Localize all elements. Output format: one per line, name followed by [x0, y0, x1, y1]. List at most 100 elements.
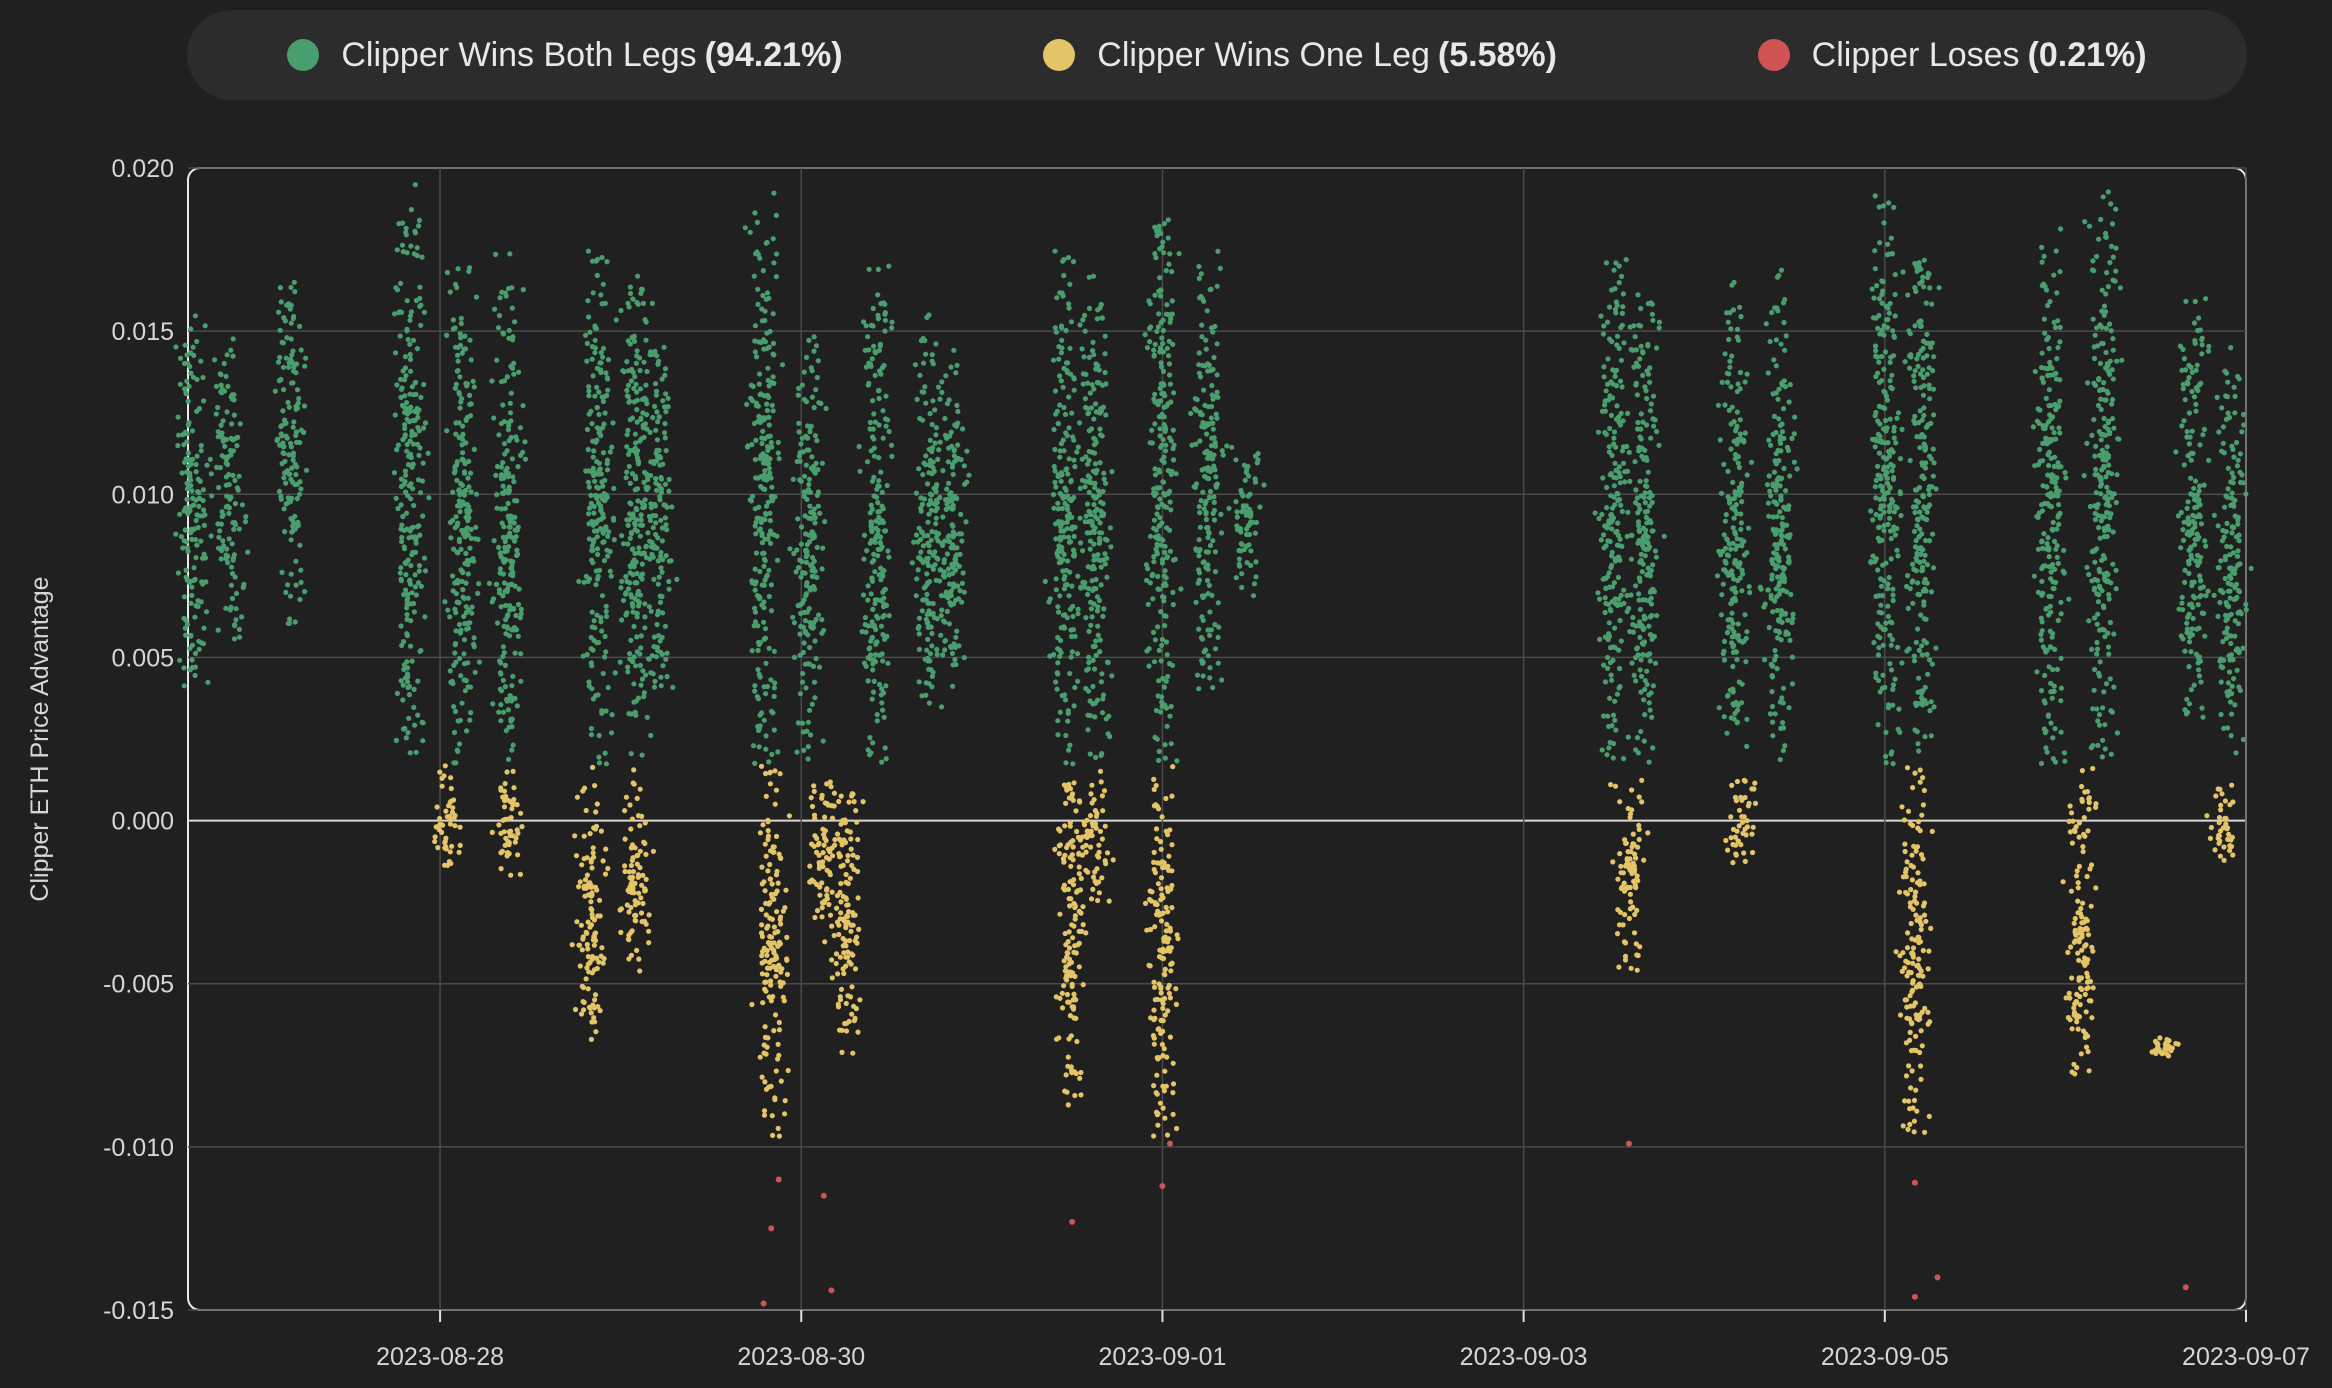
data-point — [1064, 433, 1070, 439]
data-point — [293, 439, 300, 445]
data-point — [297, 596, 303, 603]
data-point — [1876, 359, 1882, 365]
data-point — [1609, 452, 1615, 459]
data-point — [1893, 440, 1899, 446]
data-point — [1204, 431, 1210, 437]
data-point — [1156, 311, 1162, 317]
data-point — [1065, 708, 1071, 714]
data-point — [458, 320, 464, 327]
data-point — [932, 407, 938, 413]
data-point — [656, 633, 662, 639]
data-point — [198, 448, 204, 454]
data-point — [1913, 555, 1919, 561]
data-point — [1069, 649, 1075, 655]
data-point — [638, 286, 645, 292]
data-point — [284, 335, 290, 341]
data-point — [1168, 741, 1174, 747]
data-point — [1912, 368, 1918, 374]
data-point — [878, 301, 884, 307]
data-point — [585, 298, 591, 304]
data-point — [950, 461, 956, 467]
data-point — [761, 455, 767, 461]
data-point — [456, 621, 463, 628]
data-point — [766, 456, 772, 462]
data-point — [1628, 556, 1634, 562]
data-point — [1050, 357, 1057, 363]
data-point — [1650, 745, 1656, 751]
data-point — [1158, 398, 1164, 404]
data-point — [1883, 753, 1889, 759]
data-point — [871, 678, 877, 685]
data-point — [1649, 499, 1655, 506]
data-point — [632, 709, 638, 715]
data-point — [801, 597, 807, 603]
data-point — [644, 368, 650, 375]
data-point — [1063, 760, 1069, 766]
data-point — [497, 686, 503, 692]
data-point — [476, 659, 483, 665]
data-point — [228, 582, 234, 588]
data-point — [188, 482, 194, 489]
data-point — [1787, 382, 1793, 388]
data-point — [1872, 266, 1878, 272]
data-point — [627, 500, 633, 506]
data-point — [1599, 408, 1605, 414]
data-point — [1639, 569, 1645, 575]
legend-item-loses[interactable]: Clipper Loses (0.21%) — [1757, 36, 2147, 75]
data-point — [237, 421, 243, 427]
data-point — [626, 586, 632, 592]
data-point — [1774, 607, 1780, 614]
data-point — [1095, 604, 1101, 610]
data-point — [926, 511, 932, 517]
data-point — [869, 537, 875, 544]
data-point — [515, 464, 521, 470]
data-point — [618, 585, 624, 591]
data-point — [1911, 658, 1918, 664]
data-point — [495, 325, 502, 331]
data-point — [1161, 404, 1167, 410]
data-point — [278, 431, 284, 437]
data-point — [748, 498, 755, 504]
data-point — [935, 456, 941, 462]
data-point — [750, 493, 756, 499]
data-point — [1892, 313, 1898, 319]
data-point — [1085, 411, 1091, 417]
legend-label: Clipper Wins One Leg — [1097, 35, 1430, 74]
data-point — [461, 651, 467, 657]
data-point — [1730, 649, 1736, 655]
data-point — [181, 459, 188, 465]
data-point — [1077, 322, 1083, 328]
data-point — [1057, 709, 1063, 715]
data-point — [628, 637, 634, 644]
data-point — [1167, 251, 1173, 257]
data-point — [518, 651, 524, 657]
data-point — [753, 519, 759, 525]
data-point — [1061, 534, 1067, 540]
data-point — [862, 347, 868, 353]
data-point — [764, 477, 770, 483]
data-point — [885, 660, 891, 666]
data-point — [1109, 469, 1115, 475]
data-point — [952, 656, 958, 663]
data-point — [1158, 320, 1164, 326]
data-point — [760, 268, 766, 274]
data-point — [1869, 286, 1875, 292]
data-point — [1047, 653, 1053, 659]
data-point — [188, 600, 194, 606]
data-point — [1157, 349, 1163, 355]
data-point — [767, 510, 773, 516]
data-point — [1091, 585, 1097, 592]
data-point — [875, 312, 881, 318]
data-point — [1101, 606, 1107, 612]
data-point — [1207, 542, 1214, 549]
data-point — [771, 532, 777, 538]
legend-item-wins-both-legs[interactable]: Clipper Wins Both Legs (94.21%) — [287, 36, 843, 75]
legend-item-wins-one-leg[interactable]: Clipper Wins One Leg (5.58%) — [1043, 36, 1557, 75]
data-point — [1151, 352, 1157, 358]
data-point — [1889, 496, 1895, 502]
data-point — [1161, 684, 1167, 690]
data-point — [403, 225, 409, 231]
data-point — [459, 350, 465, 356]
data-point — [407, 391, 413, 397]
data-point — [752, 683, 758, 689]
